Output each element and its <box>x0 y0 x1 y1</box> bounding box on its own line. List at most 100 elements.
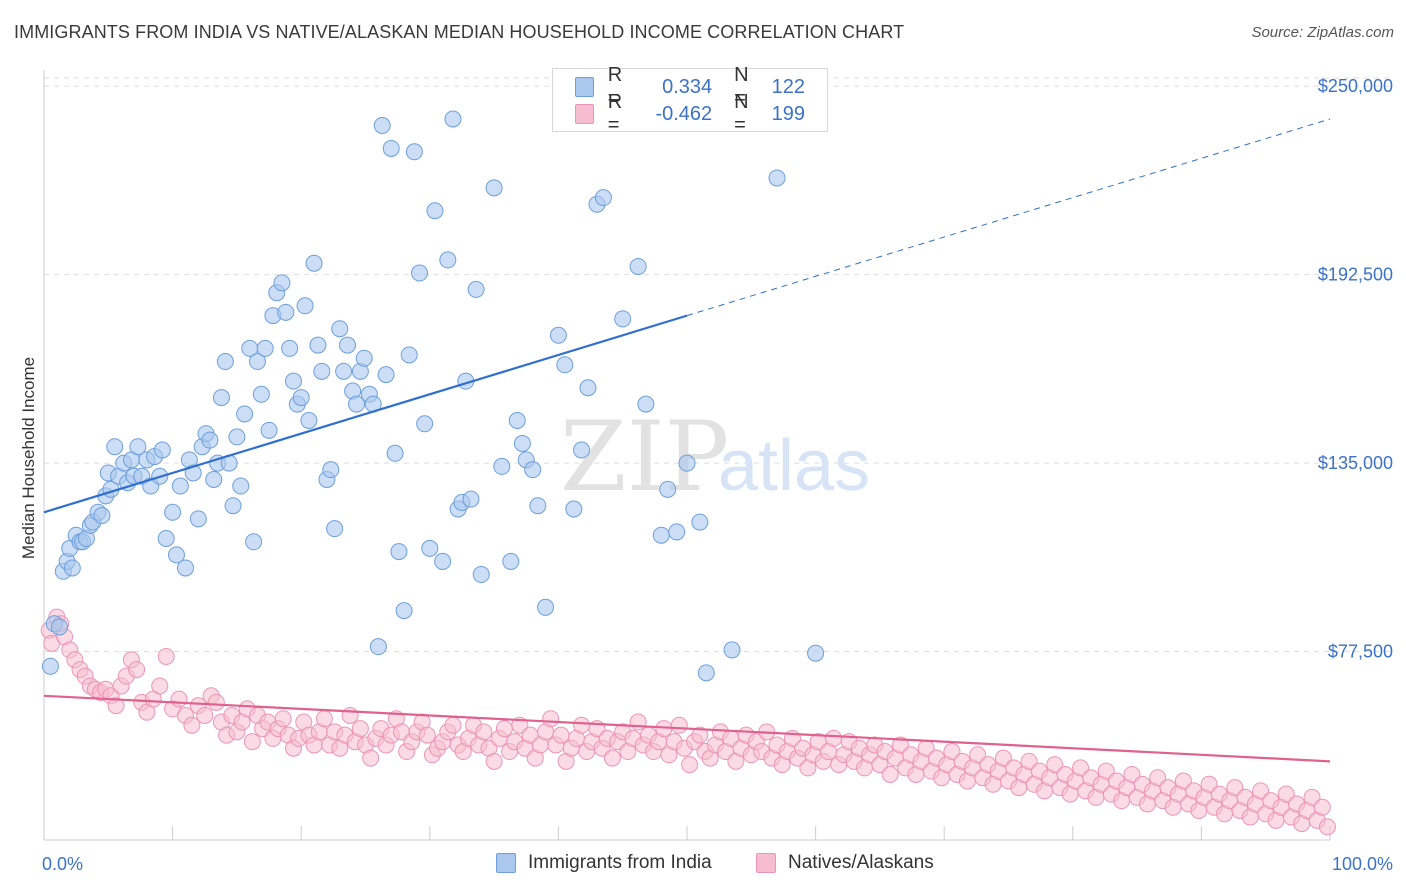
india-point <box>426 202 444 220</box>
watermark-atlas: atlas <box>718 426 870 506</box>
india-point <box>236 405 254 423</box>
india-point <box>768 169 786 187</box>
india-point <box>678 454 696 472</box>
natives-point <box>681 756 699 774</box>
india-point <box>313 362 331 380</box>
natives-point <box>603 749 621 767</box>
legend-swatch-blue <box>575 77 594 97</box>
india-point <box>212 389 230 407</box>
y-tick-label: $135,000 <box>1318 453 1393 473</box>
legend-r-value: 0.334 <box>662 75 713 98</box>
india-point <box>395 602 413 620</box>
india-point <box>439 251 457 269</box>
natives-point <box>1277 785 1295 803</box>
india-point <box>462 490 480 508</box>
series-immigrants-india <box>41 110 825 682</box>
natives-point <box>943 743 961 761</box>
india-trend-line <box>43 314 688 514</box>
legend-n-value: 122 <box>771 75 805 98</box>
india-point <box>63 559 81 577</box>
india-point <box>549 326 567 344</box>
india-point <box>273 274 291 292</box>
india-point <box>697 664 715 682</box>
natives-point <box>1252 782 1270 800</box>
india-point <box>537 598 555 616</box>
india-point <box>335 362 353 380</box>
natives-point <box>196 706 214 724</box>
natives-point <box>691 726 709 744</box>
india-point <box>444 110 462 128</box>
india-point <box>629 257 647 275</box>
india-point <box>129 438 147 456</box>
natives-point <box>542 710 560 728</box>
india-point <box>216 353 234 371</box>
india-point <box>41 657 59 675</box>
india-point <box>164 503 182 521</box>
india-point <box>400 346 418 364</box>
india-point <box>502 552 520 570</box>
y-tick-label: $250,000 <box>1318 76 1393 96</box>
india-point <box>338 336 356 354</box>
natives-point <box>1046 756 1064 774</box>
chart-title: IMMIGRANTS FROM INDIA VS NATIVE/ALASKAN … <box>14 22 905 42</box>
y-tick-label: $192,500 <box>1318 265 1393 285</box>
natives-trend-line <box>43 694 1331 763</box>
india-point <box>652 526 670 544</box>
india-point <box>228 428 246 446</box>
natives-point <box>552 726 570 744</box>
axes <box>43 70 1331 841</box>
natives-point <box>1313 798 1331 816</box>
india-point <box>472 566 490 584</box>
india-point <box>594 189 612 207</box>
india-point <box>167 546 185 564</box>
india-point <box>637 395 655 413</box>
india-point <box>485 179 503 197</box>
india-point <box>493 457 511 475</box>
natives-point <box>170 690 188 708</box>
natives-point <box>475 723 493 741</box>
india-point <box>292 389 310 407</box>
natives-point <box>881 765 899 783</box>
india-point <box>256 339 274 357</box>
india-point <box>565 500 583 518</box>
india-point <box>305 254 323 272</box>
india-point <box>529 497 547 515</box>
natives-point <box>495 720 513 738</box>
india-point <box>260 421 278 439</box>
legend-r-value: -0.462 <box>655 102 713 125</box>
natives-point <box>1123 765 1141 783</box>
india-point <box>355 349 373 367</box>
natives-point <box>351 720 369 738</box>
bottom-swatch-blue <box>496 853 516 873</box>
india-point <box>171 477 189 495</box>
natives-point <box>891 736 909 754</box>
india-point <box>386 444 404 462</box>
india-point <box>296 297 314 315</box>
bottom-swatch-pink <box>756 853 776 873</box>
india-point <box>807 644 825 662</box>
india-point <box>467 280 485 298</box>
natives-point <box>1226 779 1244 797</box>
natives-point <box>418 726 436 744</box>
india-point <box>556 356 574 374</box>
bottom-legend-natives: Natives/Alaskans <box>756 852 934 874</box>
india-point <box>373 117 391 135</box>
india-point <box>281 339 299 357</box>
natives-point <box>1200 775 1218 793</box>
series-natives-alaskans <box>40 608 1336 836</box>
legend-n-value: 199 <box>771 102 805 125</box>
india-point <box>382 139 400 157</box>
correlation-legend: R = 0.334 N = 122 R = -0.462 N = 199 <box>552 64 828 136</box>
natives-point <box>315 710 333 728</box>
india-point <box>106 438 124 456</box>
natives-point <box>444 716 462 734</box>
india-point <box>723 641 741 659</box>
india-point <box>524 461 542 479</box>
legend-row-natives: R = -0.462 N = 199 <box>575 91 827 136</box>
india-point <box>300 412 318 430</box>
natives-point <box>1097 762 1115 780</box>
natives-point <box>573 716 591 734</box>
india-point <box>377 366 395 384</box>
india-point <box>390 543 408 561</box>
legend-row-india: R = 0.334 N = 122 <box>575 64 827 109</box>
